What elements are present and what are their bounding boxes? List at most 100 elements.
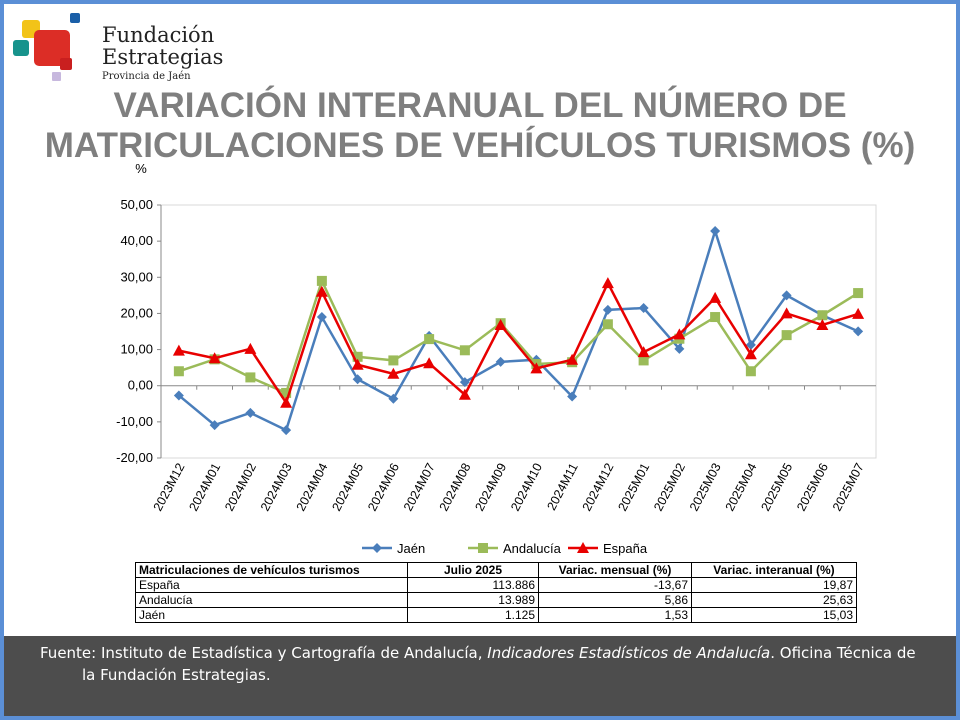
title-line1: VARIACIÓN INTERANUAL DEL NÚMERO DE — [113, 86, 847, 125]
x-tick-label: 2024M10 — [508, 461, 545, 514]
logo-mark-icon — [13, 13, 80, 81]
table-row: Andalucía 13.989 5,86 25,63 — [135, 592, 857, 608]
data-point-jaen — [316, 312, 327, 323]
data-point-jaen — [388, 393, 399, 404]
logo-line1: Fundación — [102, 23, 215, 47]
x-tick-label: 2023M12 — [151, 461, 188, 514]
series-line-andalucia — [178, 277, 859, 395]
data-point-espana — [315, 285, 328, 297]
line-chart: % -20,00 -10,00 0,00 10,00 20,00 30,00 40,00 50,… — [116, 161, 877, 556]
x-tick-label: 2025M02 — [651, 461, 688, 514]
data-point-jaen — [567, 391, 578, 402]
x-tick-label: 2025M01 — [615, 461, 652, 514]
table-header: Julio 2025 — [407, 562, 539, 578]
data-point-andalucia — [781, 330, 792, 341]
data-point-espana — [816, 318, 829, 330]
footer-line2: la Fundación Estrategias. — [82, 666, 271, 684]
source-footer: Fuente: Instituto de Estadística y Carto… — [4, 636, 956, 716]
x-tick-label: 2024M01 — [186, 461, 223, 514]
table-header: Variac. interanual (%) — [691, 562, 857, 578]
summary-table: Matriculaciones de vehículos turismos Ju… — [135, 562, 857, 623]
data-point-andalucia — [245, 372, 256, 383]
page-title: VARIACIÓN INTERANUAL DEL NÚMERO DE MATRI… — [0, 86, 960, 166]
data-point-jaen — [173, 390, 184, 401]
y-tick-label: 10,00 — [120, 342, 153, 357]
data-point-andalucia — [459, 345, 470, 356]
logo-line3: Provincia de Jaén — [102, 71, 191, 82]
data-point-jaen — [602, 304, 613, 315]
y-tick-label: 0,00 — [128, 378, 153, 393]
y-tick-label: 20,00 — [120, 305, 153, 320]
table-cell: Jaén — [135, 607, 408, 623]
footer-suffix: . Oficina Técnica de — [770, 644, 916, 662]
data-point-andalucia — [853, 288, 864, 299]
title-line2: MATRICULACIONES DE VEHÍCULOS TURISMOS (%… — [44, 126, 916, 165]
data-point-espana — [566, 353, 579, 365]
data-point-jaen — [459, 377, 470, 388]
table-cell: 19,87 — [691, 577, 857, 593]
table-row: Jaén 1.125 1,53 15,03 — [135, 607, 857, 623]
data-point-espana — [709, 291, 722, 303]
data-point-jaen — [352, 374, 363, 385]
x-tick-label: 2024M05 — [329, 461, 366, 514]
x-tick-label: 2025M05 — [758, 461, 795, 514]
data-point-espana — [852, 307, 865, 319]
table-header-row: Matriculaciones de vehículos turismos Ju… — [135, 562, 857, 578]
legend-label-espana: España — [603, 541, 648, 556]
table-cell: 1,53 — [538, 607, 692, 623]
data-point-espana — [423, 357, 436, 369]
x-tick-label: 2024M11 — [544, 461, 580, 513]
data-point-andalucia — [817, 310, 828, 321]
footer-italic: Indicadores Estadísticos de Andalucía — [487, 644, 771, 662]
data-point-espana — [637, 346, 650, 358]
data-point-espana — [744, 348, 757, 360]
legend-label-andalucia: Andalucía — [503, 541, 562, 556]
table-cell: 1.125 — [407, 607, 539, 623]
logo-line2: Estrategias — [102, 45, 224, 69]
series-line-espana — [178, 280, 859, 406]
data-point-andalucia — [602, 319, 613, 330]
data-point-jaen — [495, 356, 506, 367]
x-tick-label: 2024M09 — [472, 461, 509, 514]
y-tick-label: -10,00 — [116, 414, 153, 429]
y-tick-label: 30,00 — [120, 269, 153, 284]
data-point-espana — [208, 352, 221, 364]
table-cell: Andalucía — [135, 592, 408, 608]
data-point-jaen — [710, 226, 721, 237]
data-point-jaen — [853, 326, 864, 337]
x-tick-label: 2024M06 — [365, 461, 402, 514]
x-tick-label: 2025M04 — [723, 461, 760, 514]
data-point-jaen — [674, 343, 685, 354]
data-point-andalucia — [424, 334, 435, 345]
footer-prefix: Fuente: Instituto de Estadística y Carto… — [40, 644, 488, 662]
data-point-andalucia — [710, 312, 721, 323]
data-point-jaen — [209, 420, 220, 431]
data-point-espana — [530, 362, 543, 374]
table-header: Variac. mensual (%) — [538, 562, 692, 578]
data-point-espana — [601, 277, 614, 289]
table-cell: 25,63 — [691, 592, 857, 608]
data-point-espana — [458, 388, 471, 400]
data-point-espana — [673, 328, 686, 340]
plot-area — [160, 204, 877, 459]
data-point-jaen — [745, 339, 756, 350]
data-point-andalucia — [388, 355, 399, 366]
y-tick-label: 40,00 — [120, 233, 153, 248]
y-tick-label: -20,00 — [116, 450, 153, 465]
data-point-andalucia — [352, 351, 363, 362]
legend-marker-jaen — [372, 543, 382, 553]
x-tick-label: 2024M07 — [401, 461, 438, 514]
data-point-andalucia — [173, 366, 184, 377]
table-cell: 113.886 — [407, 577, 539, 593]
series-line-jaen — [178, 226, 859, 432]
data-point-espana — [172, 344, 185, 356]
data-point-espana — [244, 342, 257, 354]
data-point-andalucia — [745, 366, 756, 377]
table-row: España 113.886 -13,67 19,87 — [135, 577, 857, 593]
table-cell: España — [135, 577, 408, 593]
x-tick-label: 2024M08 — [437, 461, 474, 514]
data-point-espana — [387, 367, 400, 379]
legend-marker-espana — [577, 542, 589, 553]
y-axis-label: % — [135, 161, 147, 176]
